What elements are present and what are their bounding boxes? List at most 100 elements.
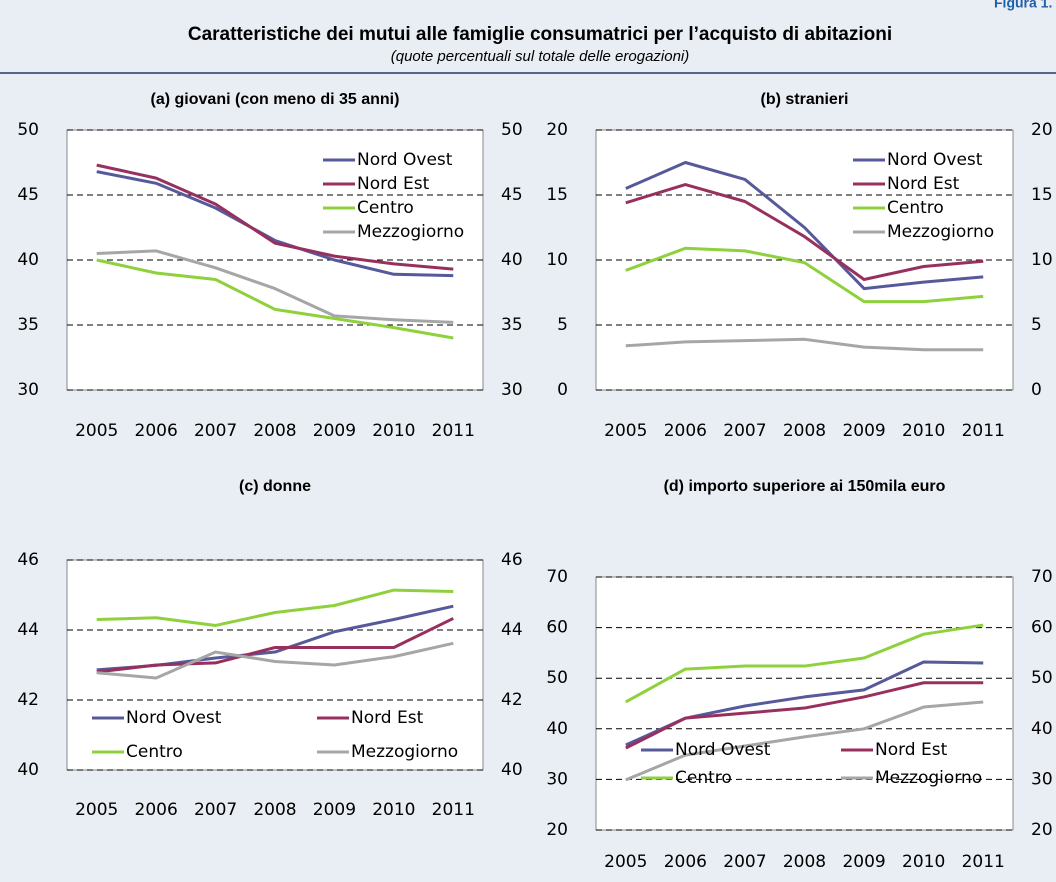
legend-label: Centro bbox=[887, 198, 944, 218]
series-line bbox=[96, 249, 454, 324]
y2-tick-label: 45 bbox=[501, 185, 523, 205]
legend-label: Centro bbox=[357, 198, 414, 218]
y2-tick-label: 46 bbox=[501, 550, 523, 570]
y2-tick-label: 15 bbox=[1031, 185, 1053, 205]
series-line bbox=[625, 623, 984, 704]
panel-title: (b) stranieri bbox=[760, 91, 848, 108]
legend-label: Mezzogiorno bbox=[887, 222, 994, 242]
y-tick-label: 40 bbox=[546, 719, 568, 739]
x-tick-label: 2008 bbox=[253, 800, 296, 820]
legend-label: Nord Ovest bbox=[357, 150, 453, 170]
panel-title: (d) importo superiore ai 150mila euro bbox=[664, 478, 946, 495]
y-tick-label: 30 bbox=[17, 380, 39, 400]
x-tick-label: 2007 bbox=[723, 852, 766, 872]
legend-label: Mezzogiorno bbox=[357, 222, 464, 242]
x-tick-label: 2011 bbox=[432, 800, 475, 820]
series-line bbox=[625, 183, 984, 281]
x-tick-label: 2008 bbox=[253, 421, 296, 441]
legend-label: Nord Est bbox=[887, 174, 960, 194]
x-tick-label: 2006 bbox=[664, 852, 707, 872]
y2-tick-label: 40 bbox=[1031, 719, 1053, 739]
y-tick-label: 44 bbox=[17, 620, 39, 640]
x-tick-label: 2005 bbox=[75, 421, 118, 441]
series-line bbox=[625, 161, 984, 291]
series-line bbox=[625, 681, 984, 750]
series-line bbox=[625, 337, 984, 352]
y-tick-label: 40 bbox=[17, 250, 39, 270]
y2-tick-label: 30 bbox=[1031, 769, 1053, 789]
x-tick-label: 2006 bbox=[135, 800, 178, 820]
y-tick-label: 30 bbox=[546, 769, 568, 789]
x-tick-label: 2007 bbox=[194, 421, 237, 441]
x-tick-label: 2008 bbox=[783, 852, 826, 872]
y2-tick-label: 50 bbox=[1031, 668, 1053, 688]
y-tick-label: 0 bbox=[557, 380, 568, 400]
y-tick-label: 40 bbox=[17, 760, 39, 780]
y2-tick-label: 35 bbox=[501, 315, 523, 335]
x-tick-label: 2010 bbox=[372, 421, 415, 441]
y2-tick-label: 30 bbox=[501, 380, 523, 400]
legend-label: Centro bbox=[126, 742, 183, 762]
x-tick-label: 2006 bbox=[135, 421, 178, 441]
y-tick-label: 5 bbox=[557, 315, 568, 335]
series-line bbox=[96, 588, 454, 627]
series-line bbox=[625, 700, 984, 782]
series-line bbox=[96, 641, 454, 680]
plot-area bbox=[595, 576, 1014, 831]
x-tick-label: 2009 bbox=[842, 421, 885, 441]
y2-tick-label: 40 bbox=[501, 760, 523, 780]
y-tick-label: 20 bbox=[546, 820, 568, 840]
figure-label: Figura 1. bbox=[994, 0, 1052, 11]
y-tick-label: 50 bbox=[17, 120, 39, 140]
y2-tick-label: 70 bbox=[1031, 567, 1053, 587]
y2-tick-label: 10 bbox=[1031, 250, 1053, 270]
y-tick-label: 42 bbox=[17, 690, 39, 710]
y2-tick-label: 20 bbox=[1031, 120, 1053, 140]
x-tick-label: 2005 bbox=[604, 421, 647, 441]
y2-tick-label: 50 bbox=[501, 120, 523, 140]
legend-label: Nord Ovest bbox=[887, 150, 983, 170]
x-tick-label: 2005 bbox=[75, 800, 118, 820]
legend-label: Nord Est bbox=[357, 174, 430, 194]
x-tick-label: 2009 bbox=[313, 421, 356, 441]
y-tick-label: 50 bbox=[546, 668, 568, 688]
series-line bbox=[96, 617, 454, 674]
legend-label: Centro bbox=[675, 768, 732, 788]
x-tick-label: 2006 bbox=[664, 421, 707, 441]
x-tick-label: 2007 bbox=[194, 800, 237, 820]
y-tick-label: 70 bbox=[546, 567, 568, 587]
x-tick-label: 2010 bbox=[902, 852, 945, 872]
y2-tick-label: 40 bbox=[501, 250, 523, 270]
plot-area bbox=[66, 559, 484, 771]
y-tick-label: 46 bbox=[17, 550, 39, 570]
x-tick-label: 2011 bbox=[962, 421, 1005, 441]
x-tick-label: 2005 bbox=[604, 852, 647, 872]
legend-label: Nord Ovest bbox=[126, 708, 222, 728]
y2-tick-label: 42 bbox=[501, 690, 523, 710]
x-tick-label: 2009 bbox=[313, 800, 356, 820]
y2-tick-label: 44 bbox=[501, 620, 523, 640]
y-tick-label: 35 bbox=[17, 315, 39, 335]
series-line bbox=[96, 258, 454, 340]
series-line bbox=[96, 170, 454, 278]
x-tick-label: 2011 bbox=[432, 421, 475, 441]
legend-label: Mezzogiorno bbox=[351, 742, 458, 762]
panel-title: (a) giovani (con meno di 35 anni) bbox=[151, 91, 400, 108]
x-tick-label: 2007 bbox=[723, 421, 766, 441]
y-tick-label: 60 bbox=[546, 618, 568, 638]
y2-tick-label: 0 bbox=[1031, 380, 1042, 400]
y-tick-label: 15 bbox=[546, 185, 568, 205]
x-tick-label: 2008 bbox=[783, 421, 826, 441]
y2-tick-label: 5 bbox=[1031, 315, 1042, 335]
legend-label: Nord Ovest bbox=[675, 740, 771, 760]
legend-label: Mezzogiorno bbox=[875, 768, 982, 788]
figure-subtitle: (quote percentuali sul totale delle erog… bbox=[391, 48, 690, 65]
x-tick-label: 2010 bbox=[902, 421, 945, 441]
series-line bbox=[625, 246, 984, 304]
panel-title: (c) donne bbox=[239, 478, 311, 495]
y2-tick-label: 20 bbox=[1031, 820, 1053, 840]
figure-title: Caratteristiche dei mutui alle famiglie … bbox=[188, 24, 892, 45]
y-tick-label: 20 bbox=[546, 120, 568, 140]
